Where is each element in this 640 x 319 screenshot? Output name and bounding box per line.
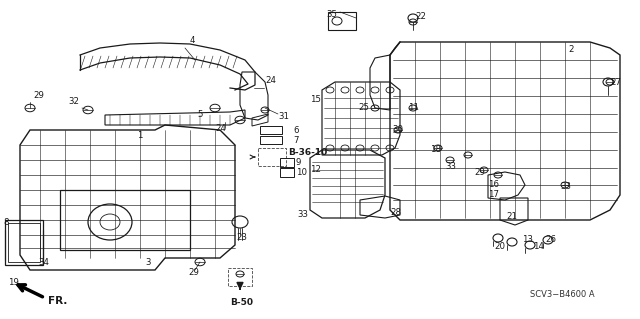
- Text: 4: 4: [189, 36, 195, 45]
- Bar: [280, 168, 294, 177]
- Text: 15: 15: [310, 95, 321, 104]
- Bar: [60, 190, 190, 250]
- Text: 1: 1: [137, 131, 143, 140]
- Text: 24: 24: [215, 124, 226, 133]
- Text: 7: 7: [293, 136, 298, 145]
- Text: 5: 5: [197, 110, 203, 119]
- Bar: [5, 220, 43, 265]
- Text: 17: 17: [488, 190, 499, 199]
- Bar: [328, 12, 356, 30]
- Text: FR.: FR.: [48, 296, 67, 306]
- Text: 23: 23: [236, 233, 247, 242]
- Bar: [258, 148, 286, 166]
- Text: 9: 9: [296, 158, 301, 167]
- Text: 31: 31: [278, 112, 289, 121]
- Text: 22: 22: [415, 12, 426, 21]
- Text: 35: 35: [326, 10, 337, 19]
- Text: 13: 13: [522, 235, 533, 244]
- Text: 34: 34: [38, 258, 49, 267]
- Text: 8: 8: [3, 218, 8, 227]
- Text: 28: 28: [390, 208, 401, 217]
- Text: 12: 12: [310, 165, 321, 174]
- Text: 20: 20: [494, 242, 505, 251]
- Text: B-36-10: B-36-10: [288, 148, 327, 157]
- Text: 32: 32: [68, 97, 79, 106]
- Text: SCV3−B4600 A: SCV3−B4600 A: [530, 290, 595, 299]
- Text: 30: 30: [392, 125, 403, 134]
- Bar: [280, 158, 294, 167]
- Text: 29: 29: [188, 268, 199, 277]
- Text: 27: 27: [610, 78, 621, 87]
- Text: 33: 33: [560, 182, 571, 191]
- Text: 33: 33: [297, 210, 308, 219]
- Text: 19: 19: [8, 278, 19, 287]
- Bar: [260, 126, 282, 134]
- Bar: [228, 268, 252, 286]
- Text: 16: 16: [488, 180, 499, 189]
- Text: 10: 10: [296, 168, 307, 177]
- Text: 2: 2: [568, 45, 573, 54]
- Text: 14: 14: [533, 242, 544, 251]
- Text: 21: 21: [506, 212, 517, 221]
- Text: 25: 25: [358, 103, 369, 112]
- Text: 26: 26: [545, 235, 556, 244]
- Text: 29: 29: [33, 91, 44, 100]
- Text: B-50: B-50: [230, 298, 253, 307]
- Text: 24: 24: [265, 76, 276, 85]
- Text: 11: 11: [408, 103, 419, 112]
- Bar: [260, 136, 282, 144]
- Bar: [8, 223, 40, 262]
- Text: 18: 18: [430, 145, 441, 154]
- Text: 29: 29: [474, 168, 485, 177]
- Text: 3: 3: [145, 258, 151, 267]
- Text: 33: 33: [445, 162, 456, 171]
- Text: 6: 6: [293, 126, 298, 135]
